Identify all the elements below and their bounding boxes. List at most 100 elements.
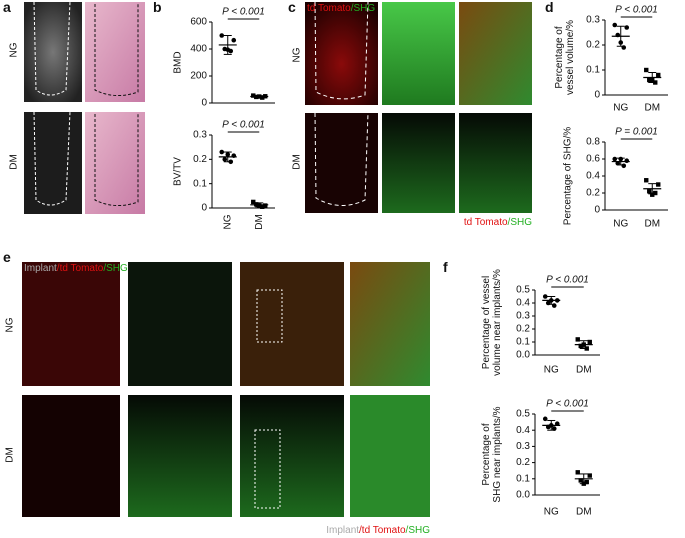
channel-label-part: /SHG xyxy=(406,525,431,536)
micrograph xyxy=(305,113,378,213)
data-point xyxy=(612,22,618,28)
outline xyxy=(314,112,369,206)
y-axis-label: vessel volume/% xyxy=(565,20,576,95)
inset-box xyxy=(256,289,283,343)
row-label: NG xyxy=(9,42,20,57)
x-tick-label: NG xyxy=(544,507,559,518)
data-point xyxy=(612,156,618,162)
y-tick-label: 0.8 xyxy=(586,137,600,148)
y-tick-label: 0.1 xyxy=(516,473,530,484)
channel-label-part: /td Tomato xyxy=(359,525,406,536)
y-tick-label: 0.0 xyxy=(516,350,530,361)
p-value: P = 0.001 xyxy=(615,127,658,138)
y-tick-label: 0.4 xyxy=(586,171,600,182)
y-tick-label: 0 xyxy=(594,205,600,216)
channel-label-part: /SHG xyxy=(351,3,376,14)
p-value: P < 0.001 xyxy=(615,5,658,16)
panel-letter: f xyxy=(443,259,448,275)
data-point xyxy=(578,343,583,349)
y-axis-label: volume near implants/% xyxy=(492,269,503,376)
data-point xyxy=(624,25,630,30)
micrograph xyxy=(128,262,232,386)
data-point xyxy=(621,163,627,169)
y-tick-label: 400 xyxy=(190,44,207,55)
y-tick-label: 0.2 xyxy=(516,457,530,468)
micrograph xyxy=(350,395,430,517)
x-tick-label: DM xyxy=(254,214,265,230)
x-tick-label: DM xyxy=(576,365,592,376)
y-tick-label: 0.4 xyxy=(516,425,530,436)
micrograph xyxy=(240,395,344,517)
row-label: DM xyxy=(5,447,16,463)
micrograph xyxy=(240,262,344,386)
p-value: P < 0.001 xyxy=(546,275,589,286)
y-tick-label: 0.3 xyxy=(516,441,530,452)
y-tick-label: 0.6 xyxy=(586,154,600,165)
y-tick-label: 0.2 xyxy=(586,188,600,199)
panel-letter: d xyxy=(545,0,554,15)
y-tick-label: 0.5 xyxy=(516,285,530,296)
y-tick-label: 0.5 xyxy=(516,409,530,420)
data-point xyxy=(644,178,649,183)
y-tick-label: 0.1 xyxy=(516,337,530,348)
y-tick-label: 0.2 xyxy=(586,40,600,51)
data-point xyxy=(587,473,592,478)
data-point xyxy=(219,33,225,38)
channel-label: Implant/td Tomato/SHG xyxy=(326,525,430,536)
outline xyxy=(94,4,139,96)
he-image xyxy=(85,112,145,214)
data-point xyxy=(647,189,652,194)
y-axis-label: SHG near implants/% xyxy=(492,406,503,502)
p-value: P < 0.001 xyxy=(222,120,265,131)
p-value: P < 0.001 xyxy=(222,7,265,18)
y-tick-label: 0.1 xyxy=(193,178,207,189)
y-axis-label: Percentage of vessel xyxy=(481,276,492,369)
row-label: NG xyxy=(5,317,16,332)
micrograph xyxy=(459,113,532,213)
data-point xyxy=(578,478,583,483)
data-point xyxy=(653,190,658,196)
x-tick-label: NG xyxy=(613,219,628,230)
data-point xyxy=(222,157,228,162)
data-point xyxy=(542,416,548,422)
data-point xyxy=(650,192,655,197)
y-tick-label: 0 xyxy=(201,98,207,109)
data-point xyxy=(587,339,592,345)
p-value: P < 0.001 xyxy=(546,399,589,410)
channel-label-part: /SHG xyxy=(103,263,128,274)
micrograph xyxy=(305,2,378,105)
outline xyxy=(94,114,139,206)
y-axis-label: Percentage of xyxy=(481,423,492,485)
channel-label: td Tomato/SHG xyxy=(307,3,375,14)
y-tick-label: 0.1 xyxy=(586,65,600,76)
channel-label-part: td Tomato xyxy=(307,3,351,14)
data-point xyxy=(219,149,225,155)
he-image xyxy=(85,2,145,102)
x-tick-label: NG xyxy=(613,103,628,114)
panel-e-images xyxy=(22,262,430,517)
channel-label-part: /SHG xyxy=(508,217,533,228)
data-point xyxy=(231,37,237,43)
data-point xyxy=(647,77,652,83)
y-tick-label: 0.3 xyxy=(193,130,207,141)
y-tick-label: 200 xyxy=(190,71,207,82)
y-axis-label: BMD xyxy=(173,51,184,73)
panel-letter: e xyxy=(3,249,11,265)
x-tick-label: DM xyxy=(644,219,660,230)
micrograph xyxy=(382,113,455,213)
x-tick-label: NG xyxy=(222,214,233,229)
channel-label: td Tomato/SHG xyxy=(464,217,532,228)
y-tick-label: 0.4 xyxy=(516,298,530,309)
row-label: NG xyxy=(292,47,303,62)
data-point xyxy=(584,479,589,485)
channel-label-part: Implant xyxy=(24,263,57,274)
micrograph xyxy=(350,262,430,386)
data-point xyxy=(251,93,256,98)
y-tick-label: 600 xyxy=(190,17,207,28)
y-tick-label: 0 xyxy=(594,90,600,101)
data-point xyxy=(624,158,630,163)
data-point xyxy=(251,199,256,205)
data-point xyxy=(263,203,268,208)
data-point xyxy=(575,337,580,342)
